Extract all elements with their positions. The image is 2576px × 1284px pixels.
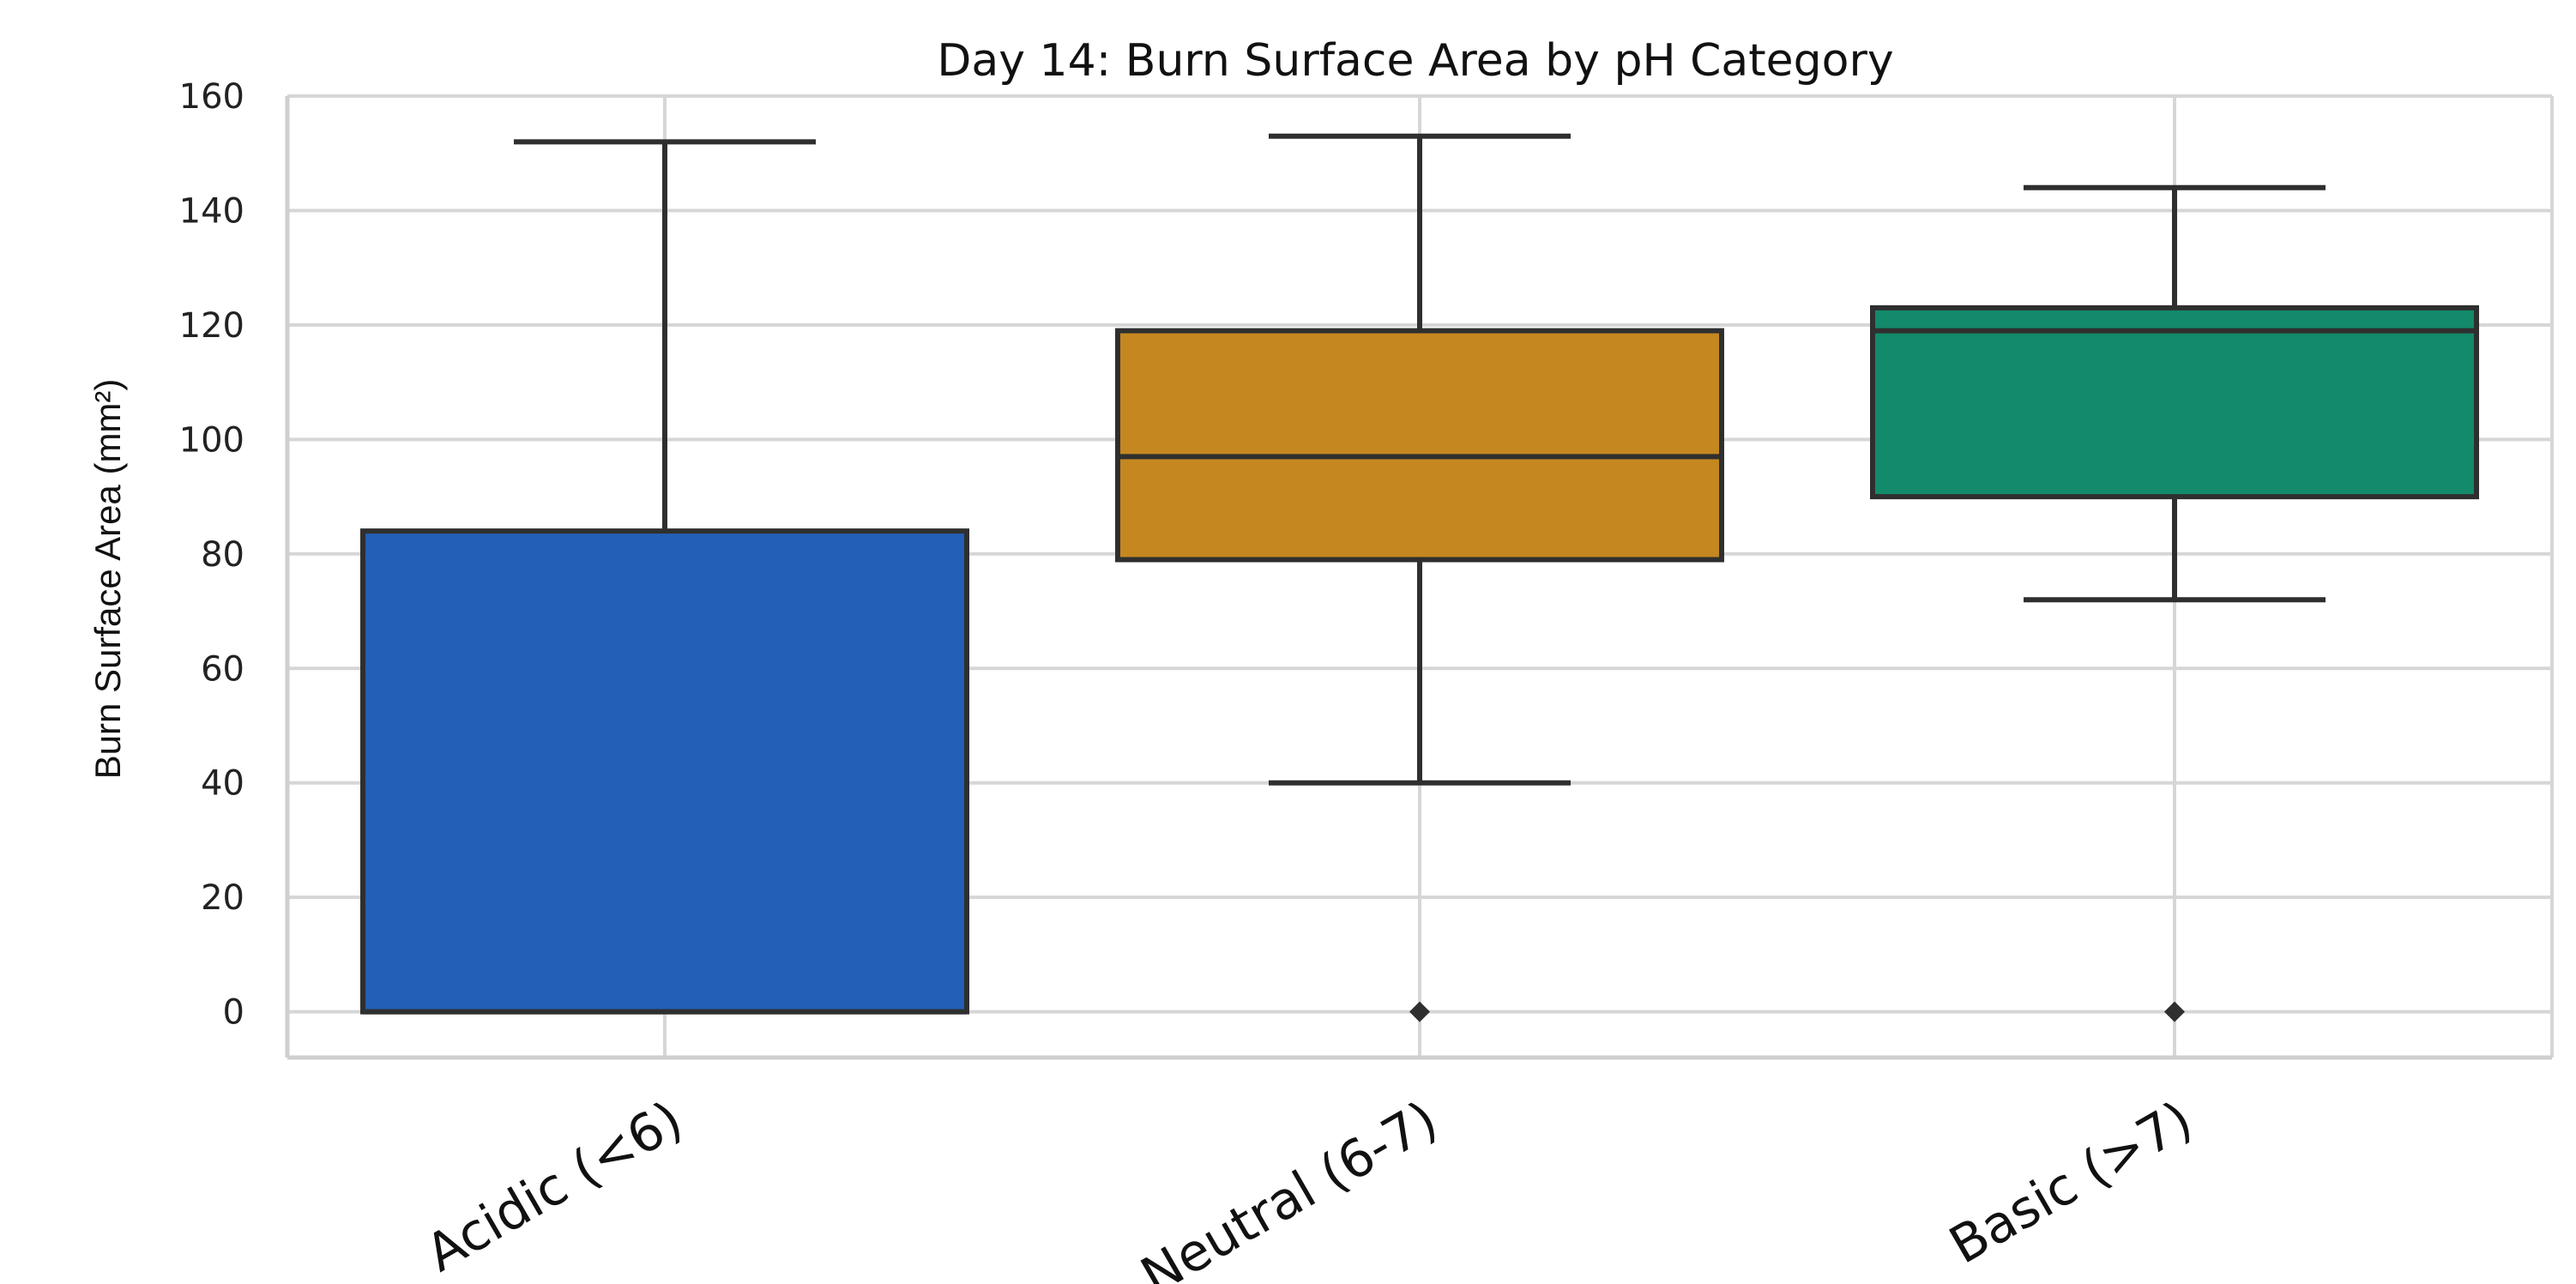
box-2 xyxy=(1870,184,2479,1022)
iqr-box xyxy=(1870,304,2479,500)
y-tick-labels: 0 20 40 60 80 100 120 140 160 xyxy=(179,77,244,1033)
iqr-box xyxy=(360,528,969,1015)
x-tick-label: Basic (>7) xyxy=(1940,1089,2202,1275)
y-tick-label: 140 xyxy=(179,191,244,231)
box-1 xyxy=(1115,133,1724,1022)
x-tick-labels: Acidic (<6) Neutral (6-7) Basic (>7) xyxy=(416,1089,2202,1284)
x-tick-label: Neutral (6-7) xyxy=(1131,1089,1448,1284)
x-tick-label: Acidic (<6) xyxy=(416,1089,692,1283)
y-tick-label: 20 xyxy=(201,878,244,918)
boxes xyxy=(360,133,2479,1022)
y-tick-label: 60 xyxy=(201,649,244,689)
outlier-point xyxy=(1409,1001,1430,1022)
iqr-box xyxy=(1115,328,1724,563)
y-tick-label: 0 xyxy=(223,993,244,1033)
y-axis-label: Burn Surface Area (mm²) xyxy=(87,379,128,780)
y-tick-label: 160 xyxy=(179,77,244,117)
outlier-point xyxy=(2164,1001,2185,1022)
y-tick-label: 100 xyxy=(179,420,244,460)
y-tick-label: 120 xyxy=(179,306,244,346)
y-tick-label: 40 xyxy=(201,764,244,804)
y-tick-label: 80 xyxy=(201,535,244,575)
chart-title: Day 14: Burn Surface Area by pH Category xyxy=(937,35,1893,87)
box-0 xyxy=(360,139,969,1015)
axes xyxy=(285,96,2552,1060)
